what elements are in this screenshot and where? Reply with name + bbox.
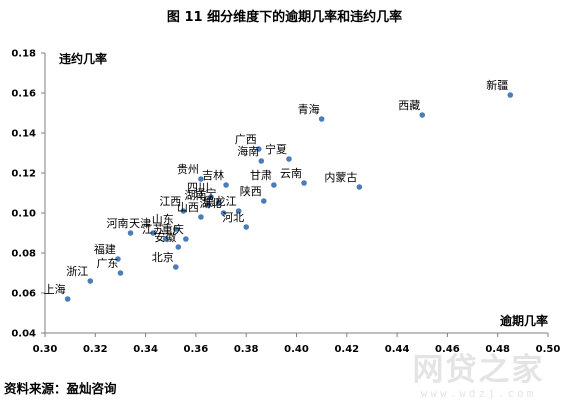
point-label: 新疆 — [486, 78, 508, 92]
data-point — [87, 278, 94, 284]
data-point — [419, 112, 426, 118]
data-point — [258, 158, 265, 164]
watermark-main-text: 网贷之家 — [412, 352, 545, 388]
x-tick-label: 0.50 — [536, 344, 561, 355]
data-point — [150, 230, 156, 236]
x-tick-label: 0.32 — [83, 344, 108, 355]
data-point — [180, 208, 187, 214]
point-label: 北京 — [152, 250, 174, 264]
x-tick-label: 0.44 — [385, 344, 410, 355]
point-label: 内蒙古 — [324, 170, 357, 184]
watermark-url-text: www.wdzj.com — [420, 387, 537, 400]
x-tick-label: 0.46 — [435, 344, 460, 355]
y-tick-label: 0.04 — [11, 329, 36, 340]
point-label: 江西 — [159, 195, 181, 208]
y-axis-title: 违约几率 — [59, 51, 107, 66]
data-points — [64, 92, 514, 302]
x-tick-label: 0.38 — [234, 344, 259, 355]
data-point — [215, 200, 222, 206]
data-point — [172, 264, 179, 270]
y-tick-label: 0.10 — [11, 209, 36, 220]
data-point — [243, 224, 249, 230]
x-tick-label: 0.48 — [485, 344, 510, 355]
data-point — [301, 180, 307, 186]
point-label: 辽宁 — [195, 186, 217, 200]
point-label: 福建 — [94, 242, 116, 256]
data-point — [235, 208, 242, 214]
data-point — [220, 210, 227, 216]
y-tick-labels: 0.04 0.06 0.08 0.10 0.12 0.14 0.16 0.18 — [11, 49, 36, 340]
data-point — [271, 182, 277, 188]
data-point — [255, 146, 262, 152]
data-point — [223, 182, 229, 188]
data-point — [183, 236, 189, 242]
point-label: 云南 — [280, 167, 302, 180]
point-label: 吉林 — [202, 168, 224, 182]
data-point — [172, 226, 179, 232]
data-point — [115, 256, 121, 262]
x-tick-labels: 0.30 0.32 0.34 0.36 0.38 0.40 0.42 0.44 0.46 0.48… — [33, 344, 561, 355]
point-label: 广西 — [235, 133, 257, 146]
data-point — [318, 116, 325, 122]
x-tick-label: 0.34 — [133, 344, 158, 355]
data-point — [507, 92, 514, 98]
point-label: 贵州 — [177, 163, 199, 176]
x-tick-label: 0.36 — [184, 344, 209, 355]
x-tick-label: 0.40 — [284, 344, 309, 355]
point-label: 宁夏 — [265, 142, 287, 156]
y-tick-label: 0.12 — [11, 169, 36, 180]
point-label: 西藏 — [398, 99, 420, 112]
point-label: 山西 — [177, 201, 199, 214]
watermark-logo: 网贷之家 www.wdzj.com — [396, 352, 561, 404]
data-point — [127, 230, 134, 236]
data-point — [64, 296, 71, 302]
source-note: 资料来源：盈灿咨询 — [4, 381, 117, 396]
data-point — [117, 270, 124, 276]
point-label: 重庆 — [162, 222, 184, 236]
data-point — [198, 214, 204, 220]
point-label: 浙江 — [66, 265, 88, 278]
point-label: 广东 — [96, 257, 118, 270]
point-label: 湖北 — [200, 197, 222, 210]
y-tick-label: 0.16 — [11, 89, 36, 100]
chart-title: 图 11 细分维度下的逾期几率和违约几率 — [166, 10, 403, 25]
data-point — [356, 184, 363, 190]
axes — [41, 52, 549, 337]
point-label: 河南 — [107, 217, 129, 230]
data-point — [198, 176, 204, 182]
data-point — [286, 156, 292, 162]
point-label: 湖南 — [184, 189, 206, 202]
x-axis-title: 逾期几率 — [500, 313, 548, 328]
point-label: 上海 — [44, 282, 66, 296]
x-tick-label: 0.42 — [334, 344, 359, 355]
data-point — [208, 194, 214, 200]
point-label: 青海 — [298, 102, 320, 116]
data-point — [261, 198, 267, 204]
point-label: 山东 — [152, 213, 174, 226]
y-tick-label: 0.06 — [11, 289, 36, 300]
point-label: 陕西 — [240, 184, 262, 198]
y-tick-label: 0.08 — [11, 249, 36, 260]
point-label: 天津 — [129, 217, 151, 230]
x-tick-label: 0.30 — [33, 344, 58, 355]
point-label: 甘肃 — [250, 169, 272, 182]
point-label: 海南 — [237, 144, 259, 158]
point-label: 安徽 — [154, 230, 176, 244]
data-point — [175, 244, 182, 250]
data-point — [205, 202, 212, 208]
point-label: 江苏 — [142, 223, 164, 236]
data-point — [162, 236, 169, 242]
point-label: 四川 — [187, 181, 209, 194]
point-label: 河北 — [222, 211, 244, 224]
y-tick-label: 0.14 — [11, 129, 36, 140]
y-tick-label: 0.18 — [11, 49, 36, 60]
point-label: 黑龙江 — [204, 195, 237, 208]
